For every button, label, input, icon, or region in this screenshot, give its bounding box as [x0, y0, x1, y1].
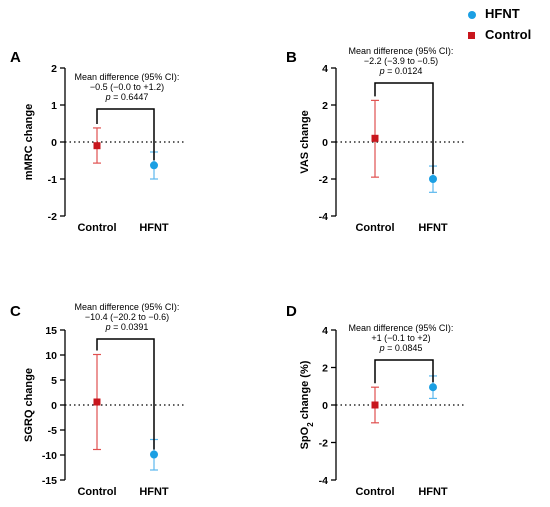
annotation-p-value: p = 0.6447 — [105, 92, 149, 102]
annotation-mean-difference-label: Mean difference (95% CI): — [349, 323, 454, 333]
x-tick-label-control: Control — [77, 486, 116, 498]
marker-hfnt — [429, 175, 437, 183]
y-tick-label: 2 — [322, 363, 328, 375]
legend-item-control: Control — [468, 27, 548, 48]
annotation-p-value: p = 0.0124 — [379, 66, 423, 76]
y-tick-label: 15 — [45, 325, 57, 337]
panel-letter: D — [286, 303, 297, 320]
legend-marker-control — [468, 32, 475, 39]
marker-hfnt — [150, 450, 158, 459]
x-tick-label-control: Control — [355, 222, 394, 234]
comparison-bracket — [96, 108, 155, 161]
marker-control — [371, 134, 379, 142]
y-tick-label: 0 — [51, 400, 57, 412]
x-tick-label-control: Control — [77, 222, 116, 234]
marker-control — [371, 401, 379, 409]
panel-letter: A — [10, 49, 21, 66]
legend-item-hfnt: HFNT — [468, 6, 548, 27]
y-axis-label: SGRQ change — [23, 368, 35, 442]
y-tick-label: 0 — [51, 137, 57, 149]
y-tick-label: -15 — [42, 475, 57, 487]
annotation-ci-value: −2.2 (−3.9 to −0.5) — [364, 56, 438, 66]
annotation-mean-difference-label: Mean difference (95% CI): — [349, 46, 454, 56]
annotation-ci-value: −0.5 (−0.0 to +1.2) — [90, 82, 164, 92]
y-axis-label: mMRC change — [23, 104, 35, 180]
legend-label-hfnt: HFNT — [485, 6, 520, 21]
y-tick-label: -1 — [48, 174, 57, 186]
y-tick-label: -2 — [48, 211, 57, 223]
y-tick-label: -2 — [319, 438, 328, 450]
y-tick-label: -5 — [48, 425, 57, 437]
x-tick-label-hfnt: HFNT — [418, 486, 448, 498]
annotation-ci-value: −10.4 (−20.2 to −0.6) — [85, 312, 169, 322]
panel-letter: B — [286, 49, 297, 66]
y-axis-label: SpO2 change (%) — [299, 360, 315, 449]
x-tick-label-hfnt: HFNT — [418, 222, 448, 234]
panel-d: D -4 -2 0 2 4 Control HFNT SpO2 change (%) Mean d… — [286, 303, 465, 498]
y-tick-label: 5 — [51, 375, 57, 387]
legend-label-control: Control — [485, 27, 532, 42]
marker-hfnt — [429, 383, 437, 392]
y-tick-label: 2 — [322, 100, 328, 112]
annotation-mean-difference-label: Mean difference (95% CI): — [75, 302, 180, 312]
comparison-bracket — [96, 338, 155, 450]
y-tick-label: -10 — [42, 450, 57, 462]
x-tick-label-hfnt: HFNT — [139, 222, 169, 234]
marker-hfnt — [150, 161, 158, 170]
annotation-p-value: p = 0.0391 — [105, 322, 149, 332]
y-tick-label: 4 — [322, 325, 328, 337]
y-axis-label: VAS change — [299, 110, 311, 173]
annotation-mean-difference-label: Mean difference (95% CI): — [75, 72, 180, 82]
y-tick-label: 1 — [51, 100, 57, 112]
y-tick-label: 0 — [322, 400, 328, 412]
y-tick-label: 4 — [322, 63, 328, 75]
marker-control — [93, 142, 101, 150]
panel-c: C -15 -10 -5 0 5 10 15 Control HFNT SGRQ change Mea… — [10, 302, 186, 498]
x-tick-label-control: Control — [355, 486, 394, 498]
panel-letter: C — [10, 303, 21, 320]
comparison-bracket — [374, 82, 434, 174]
x-tick-label-hfnt: HFNT — [139, 486, 169, 498]
y-tick-label: 0 — [322, 137, 328, 149]
y-tick-label: -2 — [319, 174, 328, 186]
panel-a: A -2 -1 0 1 2 Control HFNT mMRC change Mean diffe… — [10, 49, 186, 234]
annotation-ci-value: +1 (−0.1 to +2) — [371, 333, 430, 343]
y-tick-label: -4 — [319, 211, 328, 223]
y-tick-label: 10 — [45, 350, 57, 362]
y-tick-label: 2 — [51, 63, 57, 75]
comparison-bracket — [374, 359, 434, 384]
marker-control — [93, 398, 101, 406]
y-tick-label: -4 — [319, 475, 328, 487]
panel-b: B -4 -2 0 2 4 Control HFNT VAS change Mean differ… — [286, 46, 465, 234]
legend: HFNT Control — [468, 6, 548, 48]
annotation-p-value: p = 0.0845 — [379, 343, 423, 353]
legend-marker-hfnt — [468, 11, 476, 19]
